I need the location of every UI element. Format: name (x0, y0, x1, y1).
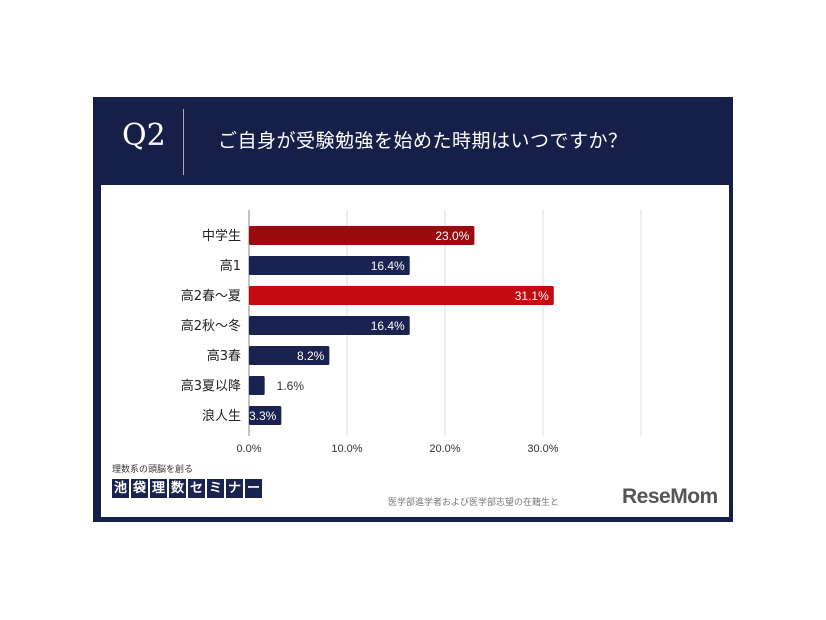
brand-char: 数 (169, 479, 186, 498)
brand-char: ミ (207, 479, 224, 498)
brand-char: ナ (226, 479, 243, 498)
brand-char: 池 (112, 479, 129, 498)
category-label: 中学生 (202, 228, 241, 244)
x-tick-label: 0.0% (236, 443, 261, 455)
data-label: 8.2% (297, 349, 325, 363)
bar (249, 376, 265, 395)
brand-char: 袋 (131, 479, 148, 498)
brand-logo: 池袋理数セミナー (112, 479, 262, 498)
category-label: 浪人生 (202, 409, 241, 424)
category-label: 高3春 (207, 348, 241, 364)
category-label: 高2春～夏 (181, 288, 241, 304)
bar (249, 286, 554, 305)
brand-char: 理 (150, 479, 167, 498)
data-label: 16.4% (371, 319, 405, 333)
category-label: 高1 (220, 258, 241, 274)
data-label: 31.1% (515, 289, 549, 303)
bar (249, 346, 330, 365)
source-note: 医学部進学者および医学部志望の在籍生と (388, 498, 560, 508)
data-label: 23.0% (435, 229, 469, 243)
bar (249, 256, 410, 275)
category-label: 高2秋～冬 (181, 318, 241, 334)
data-label: 16.4% (371, 259, 405, 273)
divider (183, 109, 184, 175)
chart-title: ご自身が受験勉強を始めた時期はいつですか？ (218, 130, 628, 152)
x-tick-label: 30.0% (527, 443, 558, 455)
question-number: Q2 (122, 118, 166, 153)
category-label: 高3夏以降 (181, 378, 241, 394)
brand-char: ー (245, 479, 262, 498)
data-label: 1.6% (277, 379, 305, 393)
resemom-logo: ReseMom (622, 485, 718, 509)
brand-tagline: 理数系の頭脳を創る (112, 465, 194, 475)
brand-char: セ (188, 479, 205, 498)
bar (249, 226, 475, 245)
x-tick-label: 20.0% (429, 443, 460, 455)
bar (249, 406, 282, 425)
bar (249, 316, 410, 335)
data-label: 3.3% (249, 409, 277, 423)
x-tick-label: 10.0% (331, 443, 362, 455)
